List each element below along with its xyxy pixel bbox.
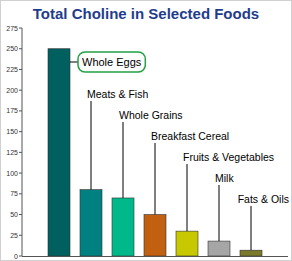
leader-line xyxy=(219,185,220,241)
y-tick-label: 75 xyxy=(10,190,18,197)
category-label: Whole Grains xyxy=(119,109,183,121)
category-label: Fruits & Vegetables xyxy=(183,151,274,163)
label-box xyxy=(78,52,145,72)
y-tick-label: 200 xyxy=(6,87,18,94)
title: Total Choline in Selected Foods xyxy=(33,5,259,22)
y-tick-label: 100 xyxy=(6,170,18,177)
y-tick-label: 225 xyxy=(6,66,18,73)
bar xyxy=(112,198,134,256)
category-label: Meats & Fish xyxy=(87,88,148,100)
category-label: Milk xyxy=(215,172,234,184)
category-label: Breakfast Cereal xyxy=(151,130,229,142)
y-axis xyxy=(22,28,23,256)
leader-line xyxy=(155,143,156,215)
leader-line xyxy=(91,101,92,190)
leader-line xyxy=(123,122,124,198)
y-tick-label: 50 xyxy=(10,211,18,218)
bar xyxy=(208,241,230,256)
leader-line xyxy=(187,164,188,231)
y-tick-label: 250 xyxy=(6,45,18,52)
chart: Total Choline in Selected Foods 0 25 50 75 10… xyxy=(0,0,292,261)
bar xyxy=(144,215,166,256)
y-tick-label: 0 xyxy=(14,253,18,260)
x-axis xyxy=(22,256,288,257)
category-label: Whole Eggs xyxy=(82,56,142,68)
y-tick-label: 125 xyxy=(6,149,18,156)
y-tick-label: 25 xyxy=(10,232,18,239)
y-tick-label: 275 xyxy=(6,25,18,32)
y-tick-label: 175 xyxy=(6,107,18,114)
background xyxy=(1,1,292,261)
leader-line xyxy=(251,206,252,250)
leader-line xyxy=(70,62,78,63)
category-label: Fats & Oils xyxy=(238,193,289,205)
bar xyxy=(48,49,70,256)
bar xyxy=(176,231,198,256)
bar xyxy=(240,250,262,256)
y-tick-label: 150 xyxy=(6,128,18,135)
bar xyxy=(80,190,102,256)
